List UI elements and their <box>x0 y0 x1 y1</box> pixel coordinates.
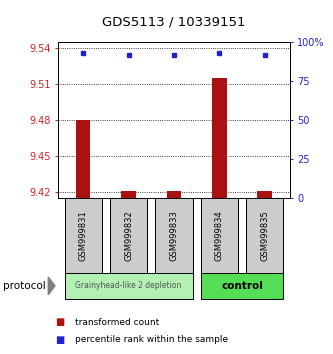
Text: GSM999831: GSM999831 <box>79 210 88 261</box>
Bar <box>212 79 227 198</box>
Text: GSM999834: GSM999834 <box>215 210 224 261</box>
Text: GSM999833: GSM999833 <box>169 210 178 261</box>
Text: protocol: protocol <box>3 281 46 291</box>
Bar <box>201 273 283 299</box>
Bar <box>65 273 192 299</box>
Bar <box>257 191 272 198</box>
Text: ■: ■ <box>55 317 64 327</box>
Text: GDS5113 / 10339151: GDS5113 / 10339151 <box>102 16 246 29</box>
Text: GSM999832: GSM999832 <box>124 210 133 261</box>
Text: GSM999835: GSM999835 <box>260 210 269 261</box>
Bar <box>121 191 136 198</box>
Bar <box>110 198 147 273</box>
Polygon shape <box>48 277 55 295</box>
Bar <box>76 120 91 198</box>
Bar <box>156 198 192 273</box>
Bar <box>201 198 238 273</box>
Bar <box>246 198 283 273</box>
Bar <box>65 198 102 273</box>
Text: percentile rank within the sample: percentile rank within the sample <box>75 335 228 344</box>
Text: Grainyhead-like 2 depletion: Grainyhead-like 2 depletion <box>76 281 182 290</box>
Text: transformed count: transformed count <box>75 318 159 327</box>
Text: ■: ■ <box>55 335 64 345</box>
Bar <box>167 191 181 198</box>
Text: control: control <box>221 281 263 291</box>
